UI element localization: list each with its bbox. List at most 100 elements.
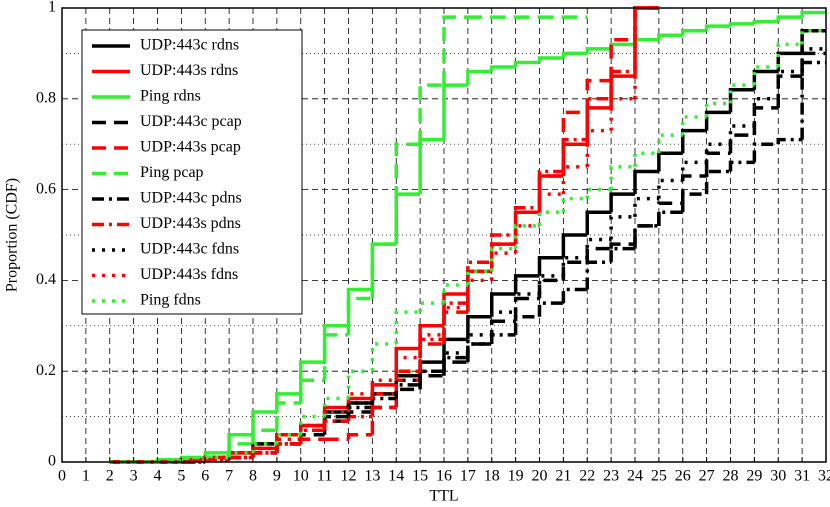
series-step	[585, 210, 612, 235]
x-tick-label: 28	[723, 468, 739, 485]
series-step	[299, 360, 325, 394]
y-tick-label: 0.2	[36, 362, 56, 379]
series-step	[561, 142, 588, 176]
x-tick-label: 1	[82, 468, 90, 485]
series-step	[681, 28, 707, 36]
series-step	[537, 169, 564, 208]
series-step	[681, 128, 707, 154]
series-step	[657, 201, 683, 226]
series-step	[513, 60, 540, 68]
series-step	[513, 296, 540, 322]
series-step	[513, 210, 540, 245]
series-step	[633, 196, 659, 217]
legend: UDP:443c rdns UDP:443s rdns Ping rdns UDP:4…	[81, 29, 303, 315]
series-step	[370, 405, 397, 435]
series-step	[322, 410, 349, 426]
legend-label: UDP:443s pdns	[140, 215, 241, 232]
series-step	[752, 19, 779, 24]
series-step	[704, 110, 731, 131]
series-step	[776, 51, 803, 72]
series-step	[370, 392, 397, 417]
y-tick-label: 0.6	[36, 180, 56, 197]
series-step	[466, 260, 492, 304]
series-step	[418, 333, 444, 358]
ticks: 0 1 2 3 4 5 6 7 8 9 10 11 12 13 14 15 16 17 18 19 20 21 22 23 24…	[36, 0, 830, 485]
legend-label: Ping rdns	[140, 88, 201, 105]
x-tick-label: 0	[58, 468, 66, 485]
series-step	[466, 269, 492, 313]
x-tick-label: 2	[106, 468, 114, 485]
y-tick-label: 1	[48, 0, 56, 16]
series-step	[585, 260, 612, 290]
series-step	[299, 423, 325, 435]
y-tick-label: 0.8	[36, 89, 56, 106]
series-step	[442, 83, 468, 140]
x-tick-label: 7	[225, 468, 233, 485]
series-step	[561, 255, 588, 276]
series-step	[537, 56, 564, 63]
series-step	[752, 106, 779, 136]
x-tick-label: 15	[412, 468, 428, 485]
series-step	[609, 246, 635, 263]
series-step	[609, 215, 635, 240]
legend-label: UDP:443s pcap	[140, 139, 241, 156]
series-step	[609, 69, 635, 99]
series-step	[800, 60, 826, 140]
series-step	[776, 15, 803, 22]
x-tick-label: 14	[388, 468, 404, 485]
series-step	[800, 28, 826, 54]
series-step	[609, 97, 635, 131]
x-tick-label: 3	[130, 468, 138, 485]
x-tick-label: 6	[201, 468, 209, 485]
series-step	[370, 378, 397, 394]
legend-label: Ping pcap	[140, 164, 204, 181]
series-step	[442, 355, 468, 372]
series-step	[633, 169, 659, 195]
series-step	[681, 192, 707, 213]
series-step	[561, 287, 588, 304]
series-step	[585, 187, 612, 199]
y-tick-label: 0.4	[36, 271, 56, 288]
x-tick-label: 12	[341, 468, 357, 485]
series-step	[394, 355, 421, 381]
x-axis-label: TTL	[429, 488, 458, 505]
series-step	[346, 414, 373, 422]
series-step	[394, 142, 421, 245]
y-tick-label: 0	[48, 453, 56, 470]
series-step	[346, 287, 373, 326]
series-step	[776, 42, 803, 68]
series-step	[752, 69, 779, 90]
x-tick-label: 26	[675, 468, 691, 485]
series-step	[466, 342, 492, 358]
series-step	[561, 110, 588, 176]
series-step	[752, 97, 779, 127]
series-step	[490, 233, 516, 263]
series-step	[227, 442, 253, 458]
series-step	[370, 383, 397, 399]
x-tick-label: 29	[746, 468, 762, 485]
x-tick-label: 10	[293, 468, 309, 485]
series-step	[800, 28, 826, 45]
series-step	[466, 269, 492, 285]
series-step	[394, 192, 421, 245]
series-step	[466, 342, 492, 363]
series-step	[346, 433, 373, 440]
series-step	[609, 38, 635, 81]
series-step	[561, 260, 588, 281]
series-step	[490, 310, 516, 335]
series-step	[346, 405, 373, 417]
x-tick-label: 22	[579, 468, 595, 485]
x-tick-label: 25	[651, 468, 667, 485]
series-step	[537, 192, 564, 226]
series-step	[251, 428, 277, 444]
series-step	[513, 274, 540, 295]
series-step	[657, 151, 683, 172]
series-step	[800, 47, 826, 72]
series-step	[394, 310, 421, 344]
series-step	[370, 242, 397, 290]
series-step	[418, 360, 444, 376]
x-tick-label: 13	[364, 468, 380, 485]
series-step	[633, 38, 659, 45]
series-step	[275, 401, 301, 431]
x-tick-label: 19	[508, 468, 524, 485]
